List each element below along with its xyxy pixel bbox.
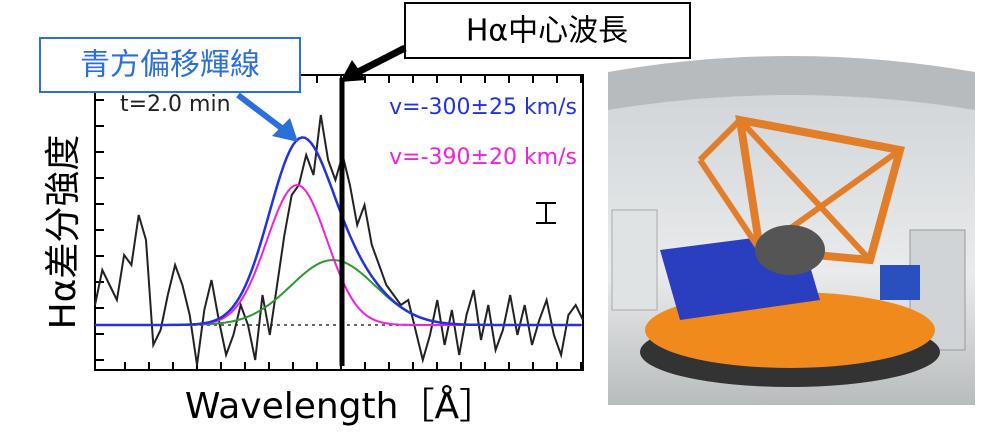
callout-arrow <box>358 48 405 72</box>
x-axis-label: Wavelength［Å］ <box>185 384 495 427</box>
callout-center: Hα中心波長 <box>466 14 628 49</box>
telescope-photo <box>608 56 975 405</box>
velocity-magenta: v=-390±20 km/s <box>389 145 577 170</box>
velocity-blue: v=-300±25 km/s <box>389 95 577 120</box>
callout-blue-shift: 青方偏移輝線 <box>80 48 260 83</box>
y-axis-label: Hα差分強度 <box>43 135 84 330</box>
figure: t=2.0 min v=-300±25 km/s v=-390±20 km/s … <box>0 0 986 433</box>
time-label: t=2.0 min <box>120 92 231 117</box>
